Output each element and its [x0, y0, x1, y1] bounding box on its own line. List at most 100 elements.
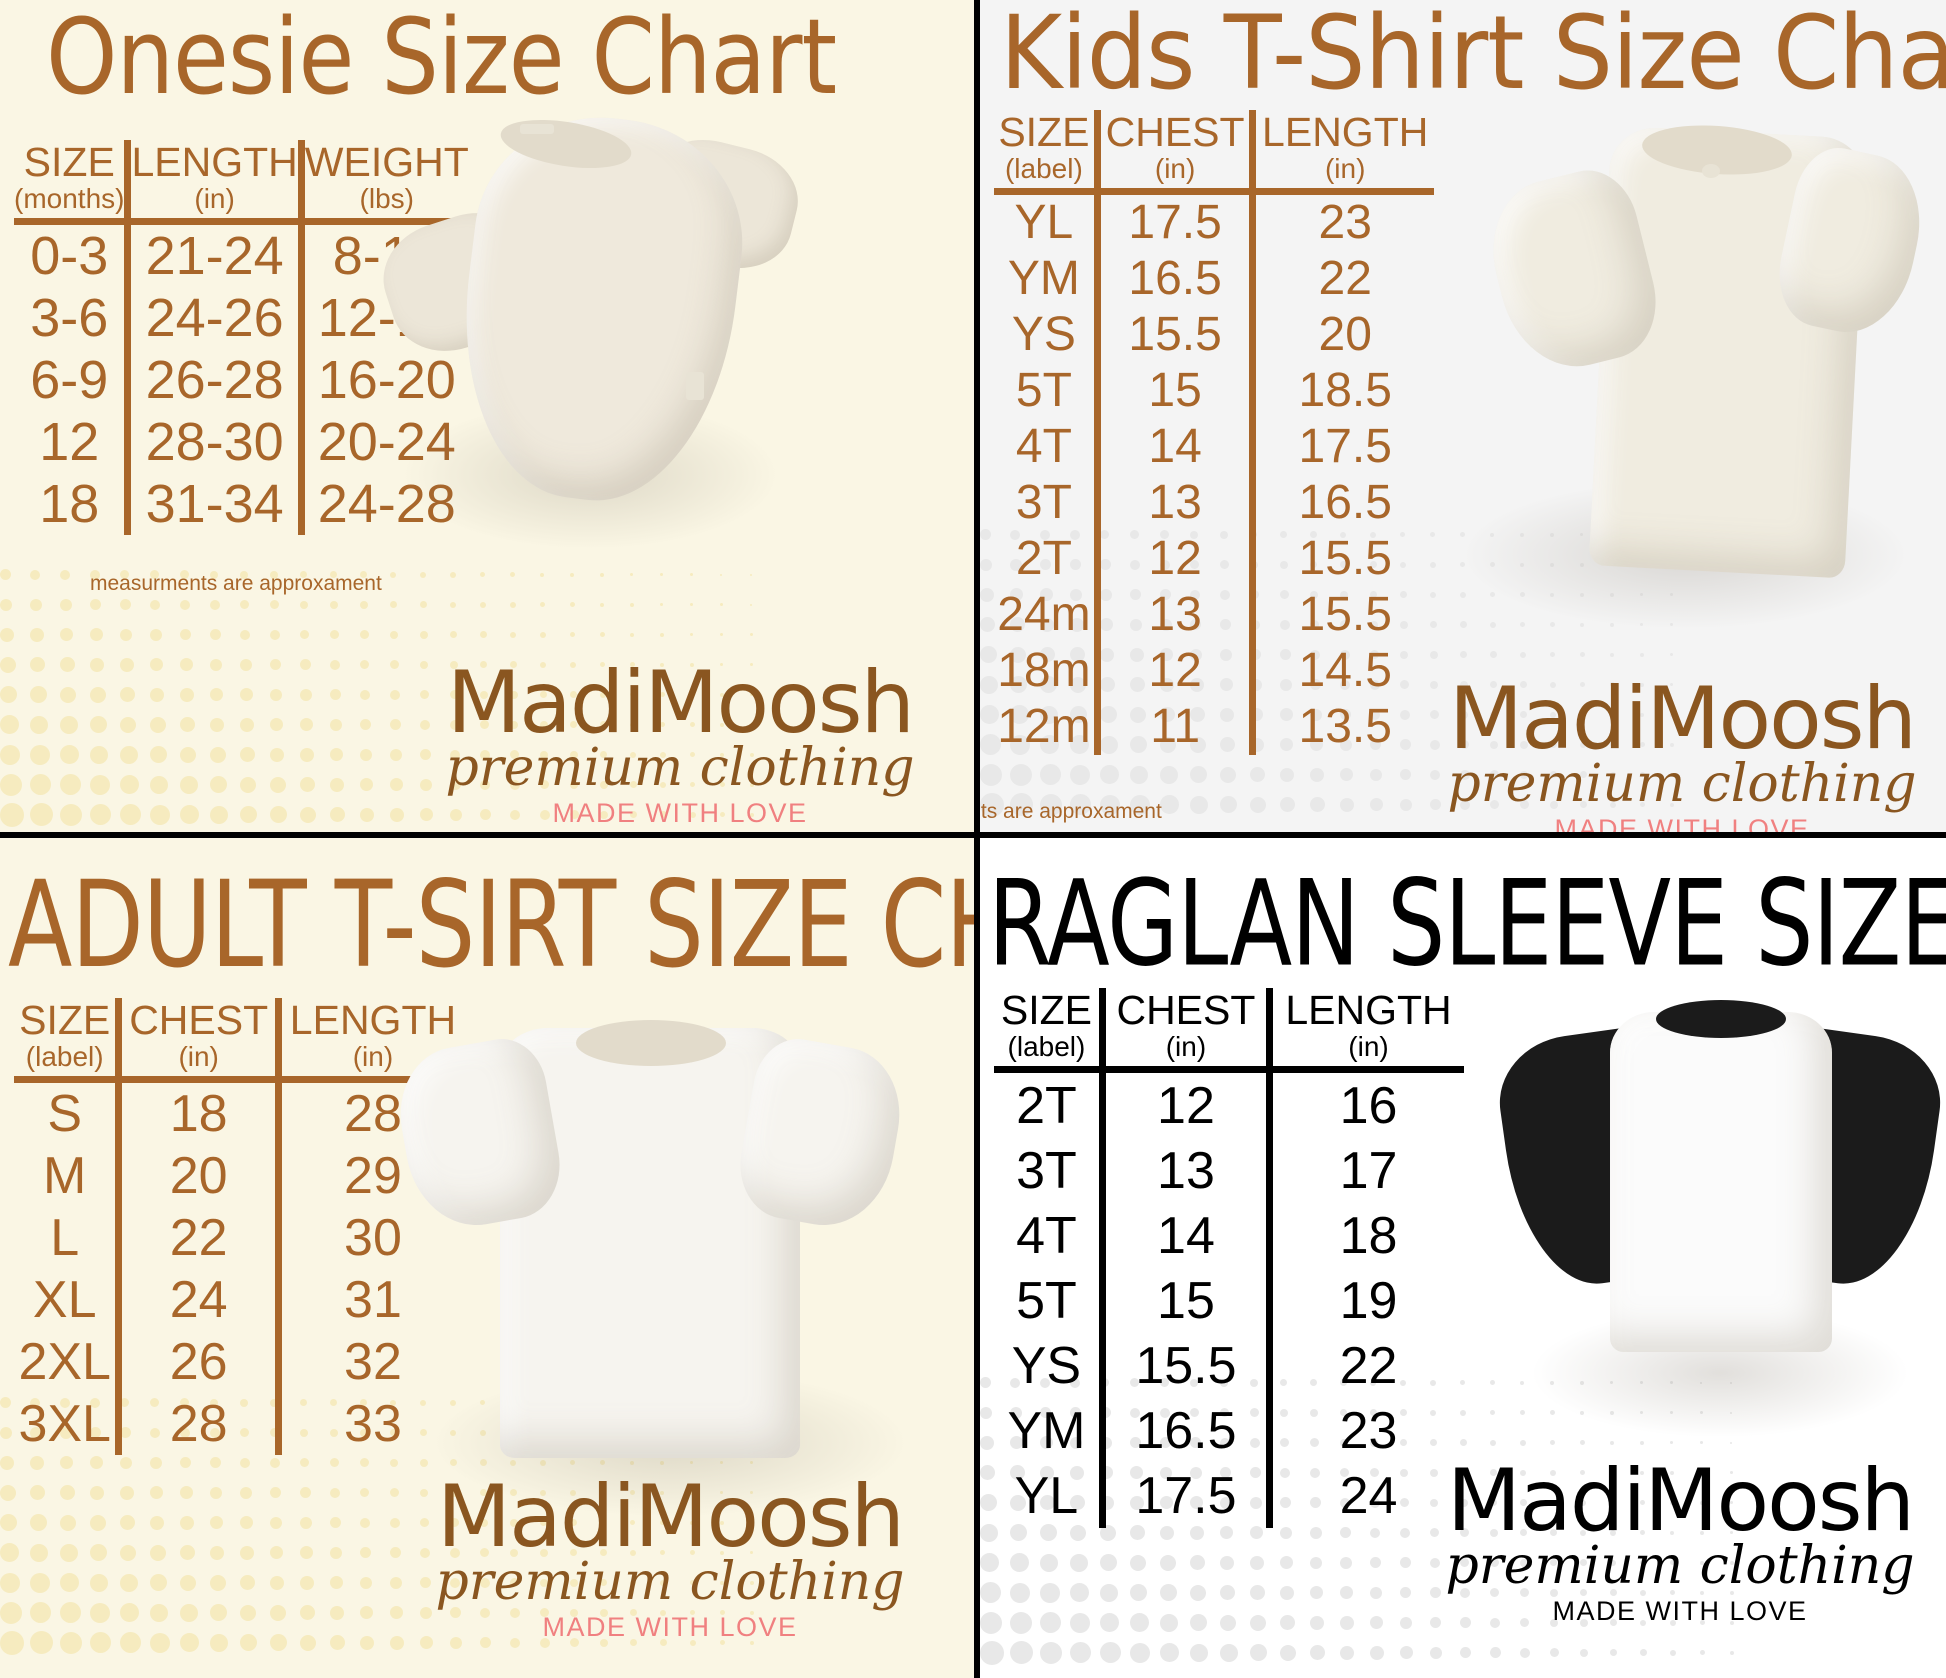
table-cell: 15.5: [1249, 531, 1434, 587]
table-cell: YM: [1007, 1401, 1086, 1460]
table-cell: L: [50, 1209, 80, 1267]
table-row: 4T 14 17.5: [994, 419, 1434, 475]
table-row: YM 16.5 23: [994, 1398, 1464, 1463]
column-header-size: SIZE (label): [994, 110, 1097, 192]
table-cell: 13: [1093, 587, 1253, 643]
table-cell: 24-26: [124, 287, 302, 349]
column-header-unit: (label): [1004, 153, 1083, 184]
table-cell: 3T: [1016, 1141, 1077, 1200]
table-cell: 15.5: [1093, 307, 1253, 363]
table-cell: 33: [274, 1393, 464, 1455]
table-cell: 17.5: [1093, 191, 1253, 251]
column-header-main: LENGTH: [131, 139, 298, 185]
table-row: XL 24 31: [14, 1269, 464, 1331]
kids-title: Kids T-Shirt Size Chart: [1000, 0, 1946, 113]
table-cell: 16: [1266, 1069, 1464, 1138]
table-cell: 4T: [1015, 420, 1072, 473]
column-header-unit: (in): [1324, 153, 1366, 184]
column-header-chest: CHEST (in): [1098, 988, 1270, 1070]
table-cell: 18m: [997, 644, 1091, 697]
table-cell: 5T: [1016, 1271, 1077, 1330]
kids-tee-tag: [1702, 164, 1720, 178]
logo-tagline: premium clothing: [1447, 754, 1917, 814]
logo-wordmark: MadiMoosh: [446, 653, 915, 753]
table-header-row: SIZE (months) LENGTH (in) WEIGHT (lbs): [14, 140, 469, 222]
adult-title: ADULT T-SIRT SIZE CHART: [8, 856, 974, 996]
table-cell: 13.5: [1249, 699, 1434, 755]
column-header-main: CHEST: [1105, 109, 1245, 155]
column-header-unit: (in): [1348, 1031, 1389, 1062]
raglan-size-table: SIZE (label) CHEST (in) LENGTH (in) 2T 12 16 3T 13…: [994, 988, 1464, 1528]
table-cell: YL: [1014, 1466, 1079, 1525]
table-cell: S: [47, 1085, 83, 1143]
column-header-main: LENGTH: [1285, 987, 1452, 1033]
logo-made-with-love: MADE WITH LOVE: [552, 798, 808, 828]
table-cell: 13: [1098, 1138, 1270, 1203]
column-header-main: LENGTH: [1262, 109, 1429, 155]
table-cell: 22: [1266, 1333, 1464, 1398]
table-cell: YS: [1011, 308, 1076, 361]
onesie-tag: [520, 124, 554, 134]
table-cell: 30: [274, 1207, 464, 1269]
kids-tshirt-photo: [1420, 90, 1940, 630]
table-row: 4T 14 18: [994, 1203, 1464, 1268]
baby-onesie-photo: [369, 100, 809, 550]
panel-onesie: Onesie Size Chart SIZE (months) LENGTH (in)…: [0, 0, 980, 838]
table-cell: 14: [1098, 1203, 1270, 1268]
table-cell: 2XL: [18, 1333, 111, 1391]
table-row: 18m 12 14.5: [994, 643, 1434, 699]
table-cell: 23: [1266, 1398, 1464, 1463]
table-cell: 12m: [997, 700, 1091, 753]
table-cell: 0-3: [30, 226, 109, 286]
logo-made-with-love: MADE WITH LOVE: [1554, 814, 1810, 838]
column-header-size: SIZE (months): [14, 140, 128, 222]
column-header-unit: (label): [25, 1041, 104, 1072]
table-cell: 20: [1249, 307, 1434, 363]
table-row: 12m 11 13.5: [994, 699, 1434, 755]
table-cell: 16.5: [1098, 1398, 1270, 1463]
table-cell: 12: [1093, 531, 1253, 587]
table-cell: 15.5: [1098, 1333, 1270, 1398]
table-cell: 20: [115, 1145, 279, 1207]
table-row: YM 16.5 22: [994, 251, 1434, 307]
adult-size-table: SIZE (label) CHEST (in) LENGTH (in) S 18 28 M 20 29…: [14, 998, 464, 1455]
table-cell: YS: [1011, 1336, 1082, 1395]
table-header-row: SIZE (label) CHEST (in) LENGTH (in): [14, 998, 464, 1080]
table-cell: 6-9: [30, 350, 109, 410]
adult-tshirt-photo: [389, 988, 950, 1518]
logo-wordmark: MadiMoosh: [1448, 669, 1917, 769]
column-header-size: SIZE (label): [994, 988, 1102, 1070]
column-header-unit: (months): [14, 183, 125, 214]
logo-onesie: MadiMoosh premium clothing MADE WITH LOV…: [430, 660, 930, 828]
table-cell: 20-24: [297, 411, 469, 473]
table-row: YL 17.5 24: [994, 1463, 1464, 1528]
table-cell: 18: [115, 1079, 279, 1145]
table-cell: 13: [1093, 475, 1253, 531]
table-header-row: SIZE (label) CHEST (in) LENGTH (in): [994, 110, 1434, 192]
table-cell: 3-6: [30, 288, 109, 348]
column-header-chest: CHEST (in): [1093, 109, 1253, 192]
column-header-main: SIZE: [19, 997, 111, 1043]
column-header-main: SIZE: [23, 139, 115, 185]
logo-raglan: MadiMoosh premium clothing MADE WITH LOV…: [1430, 1458, 1930, 1626]
table-cell: 5T: [1015, 364, 1072, 417]
table-cell: 18: [39, 474, 100, 534]
column-header-unit: (lbs): [359, 183, 414, 214]
logo-tagline: premium clothing: [445, 738, 915, 798]
table-cell: 23: [1249, 191, 1434, 251]
table-cell: 24-28: [297, 473, 469, 535]
table-cell: 16.5: [1249, 475, 1434, 531]
logo-tagline: premium clothing: [1445, 1536, 1915, 1596]
table-cell: 2T: [1015, 532, 1072, 585]
table-cell: 16-20: [297, 349, 469, 411]
table-cell: 15: [1093, 363, 1253, 419]
column-header-length: LENGTH (in): [1266, 987, 1464, 1070]
onesie-footnote: measurments are approxament: [90, 572, 382, 595]
raglan-sleeve-shirt-photo: [1490, 978, 1946, 1438]
table-cell: 24: [115, 1269, 279, 1331]
table-cell: 31-34: [124, 473, 302, 535]
table-row: 3T 13 16.5: [994, 475, 1434, 531]
table-row: S 18 28: [14, 1079, 464, 1145]
table-cell: 16.5: [1093, 251, 1253, 307]
table-cell: 12: [1098, 1069, 1270, 1138]
